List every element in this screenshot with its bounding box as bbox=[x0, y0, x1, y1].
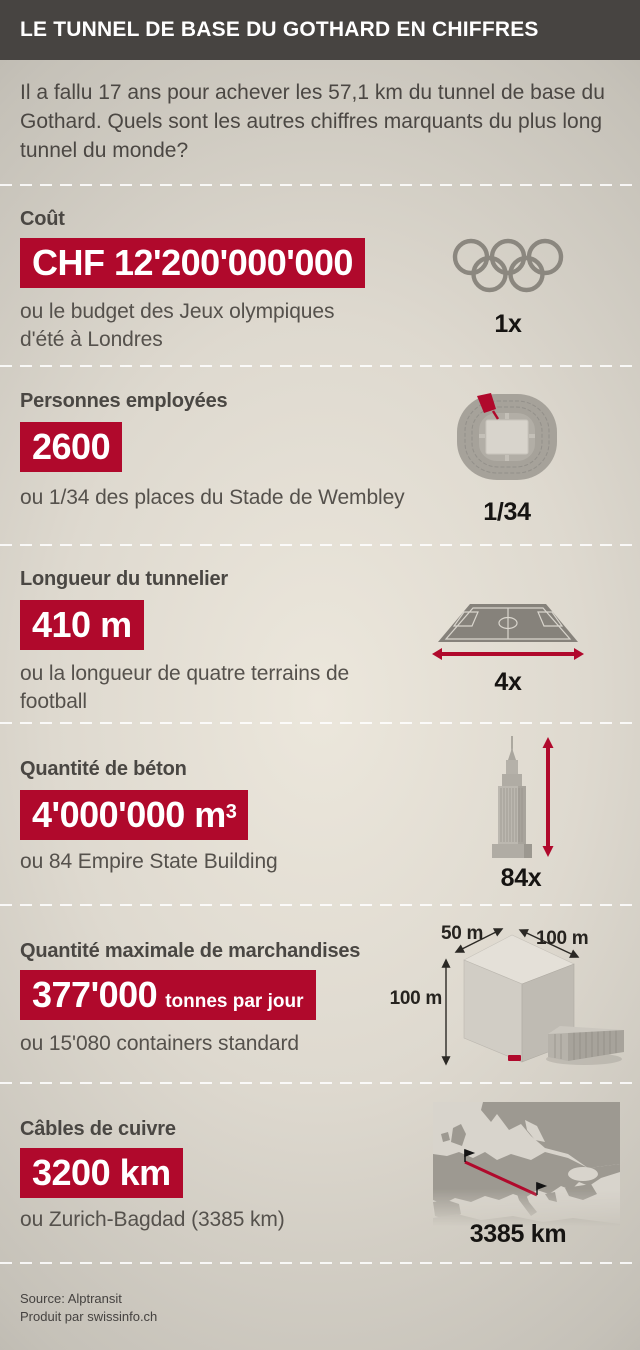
workers-comparison-text: ou 1/34 des places du Stade de Wembley bbox=[20, 486, 405, 509]
dashed-separator bbox=[0, 1082, 640, 1084]
section-tbm-title: Longueur du tunnelier bbox=[20, 568, 229, 590]
workers-value-badge: 2600 bbox=[20, 422, 123, 472]
concrete-value-badge: 4'000'000 m3 bbox=[20, 790, 249, 840]
concrete-value-exponent: 3 bbox=[225, 801, 237, 823]
dimension-label-width: 50 m bbox=[441, 923, 484, 944]
concrete-comparison-text: ou 84 Empire State Building bbox=[20, 850, 278, 873]
dimension-label-length: 100 m bbox=[536, 928, 589, 949]
container-icon bbox=[548, 1033, 568, 1061]
freight-value-text: 377'000 bbox=[32, 974, 158, 1015]
cost-value-badge: CHF 12'200'000'000 bbox=[20, 238, 365, 288]
football-field-icon bbox=[432, 604, 584, 660]
cost-scale-label: 1x bbox=[494, 310, 522, 338]
workers-scale-label: 1/34 bbox=[483, 498, 531, 526]
tbm-value-badge: 410 m bbox=[20, 600, 144, 650]
section-workers-title: Personnes employées bbox=[20, 390, 228, 412]
freight-value-badge: 377'000 tonnes par jour bbox=[20, 970, 316, 1020]
copper-scale-label: 3385 km bbox=[469, 1220, 567, 1248]
freight-cube-icon bbox=[441, 928, 624, 1066]
olympic-rings-icon bbox=[452, 238, 564, 293]
dashed-separator bbox=[0, 904, 640, 906]
section-concrete-title: Quantité de béton bbox=[20, 758, 187, 780]
dashed-separator bbox=[0, 722, 640, 724]
page-title: LE TUNNEL DE BASE DU GOTHARD EN CHIFFRES bbox=[20, 18, 539, 41]
footer-source: Source: Alptransit bbox=[20, 1291, 122, 1306]
concrete-value-text: 4'000'000 m bbox=[32, 794, 226, 835]
cost-comparison-text: ou le budget des Jeux olympiques d'été à… bbox=[20, 300, 335, 351]
europe-map-icon bbox=[433, 1102, 620, 1230]
empire-state-building-icon bbox=[492, 736, 554, 858]
dashed-separator bbox=[0, 184, 640, 186]
freight-comparison-text: ou 15'080 containers standard bbox=[20, 1032, 299, 1055]
section-freight-title: Quantité maximale de marchandises bbox=[20, 940, 361, 962]
section-copper-title: Câbles de cuivre bbox=[20, 1118, 176, 1140]
dimension-label-height: 100 m bbox=[389, 988, 443, 1009]
footer-producer: Produit par swissinfo.ch bbox=[20, 1309, 158, 1324]
tbm-scale-label: 4x bbox=[494, 668, 522, 696]
dashed-separator bbox=[0, 544, 640, 546]
stadium-icon bbox=[457, 393, 557, 480]
dashed-separator bbox=[0, 365, 640, 367]
distance-line-icon bbox=[464, 1160, 538, 1197]
copper-value-badge: 3200 km bbox=[20, 1148, 183, 1198]
header-bar: LE TUNNEL DE BASE DU GOTHARD EN CHIFFRES bbox=[0, 0, 640, 60]
dashed-separator bbox=[0, 1262, 640, 1264]
concrete-scale-label: 84x bbox=[500, 864, 542, 892]
copper-comparison-text: ou Zurich-Bagdad (3385 km) bbox=[20, 1208, 285, 1231]
tbm-comparison-text: ou la longueur de quatre terrains de foo… bbox=[20, 662, 350, 713]
intro-text: Il a fallu 17 ans pour achever les 57,1 … bbox=[20, 81, 605, 162]
freight-value-suffix: tonnes par jour bbox=[165, 991, 304, 1012]
section-cost-title: Coût bbox=[20, 208, 65, 230]
